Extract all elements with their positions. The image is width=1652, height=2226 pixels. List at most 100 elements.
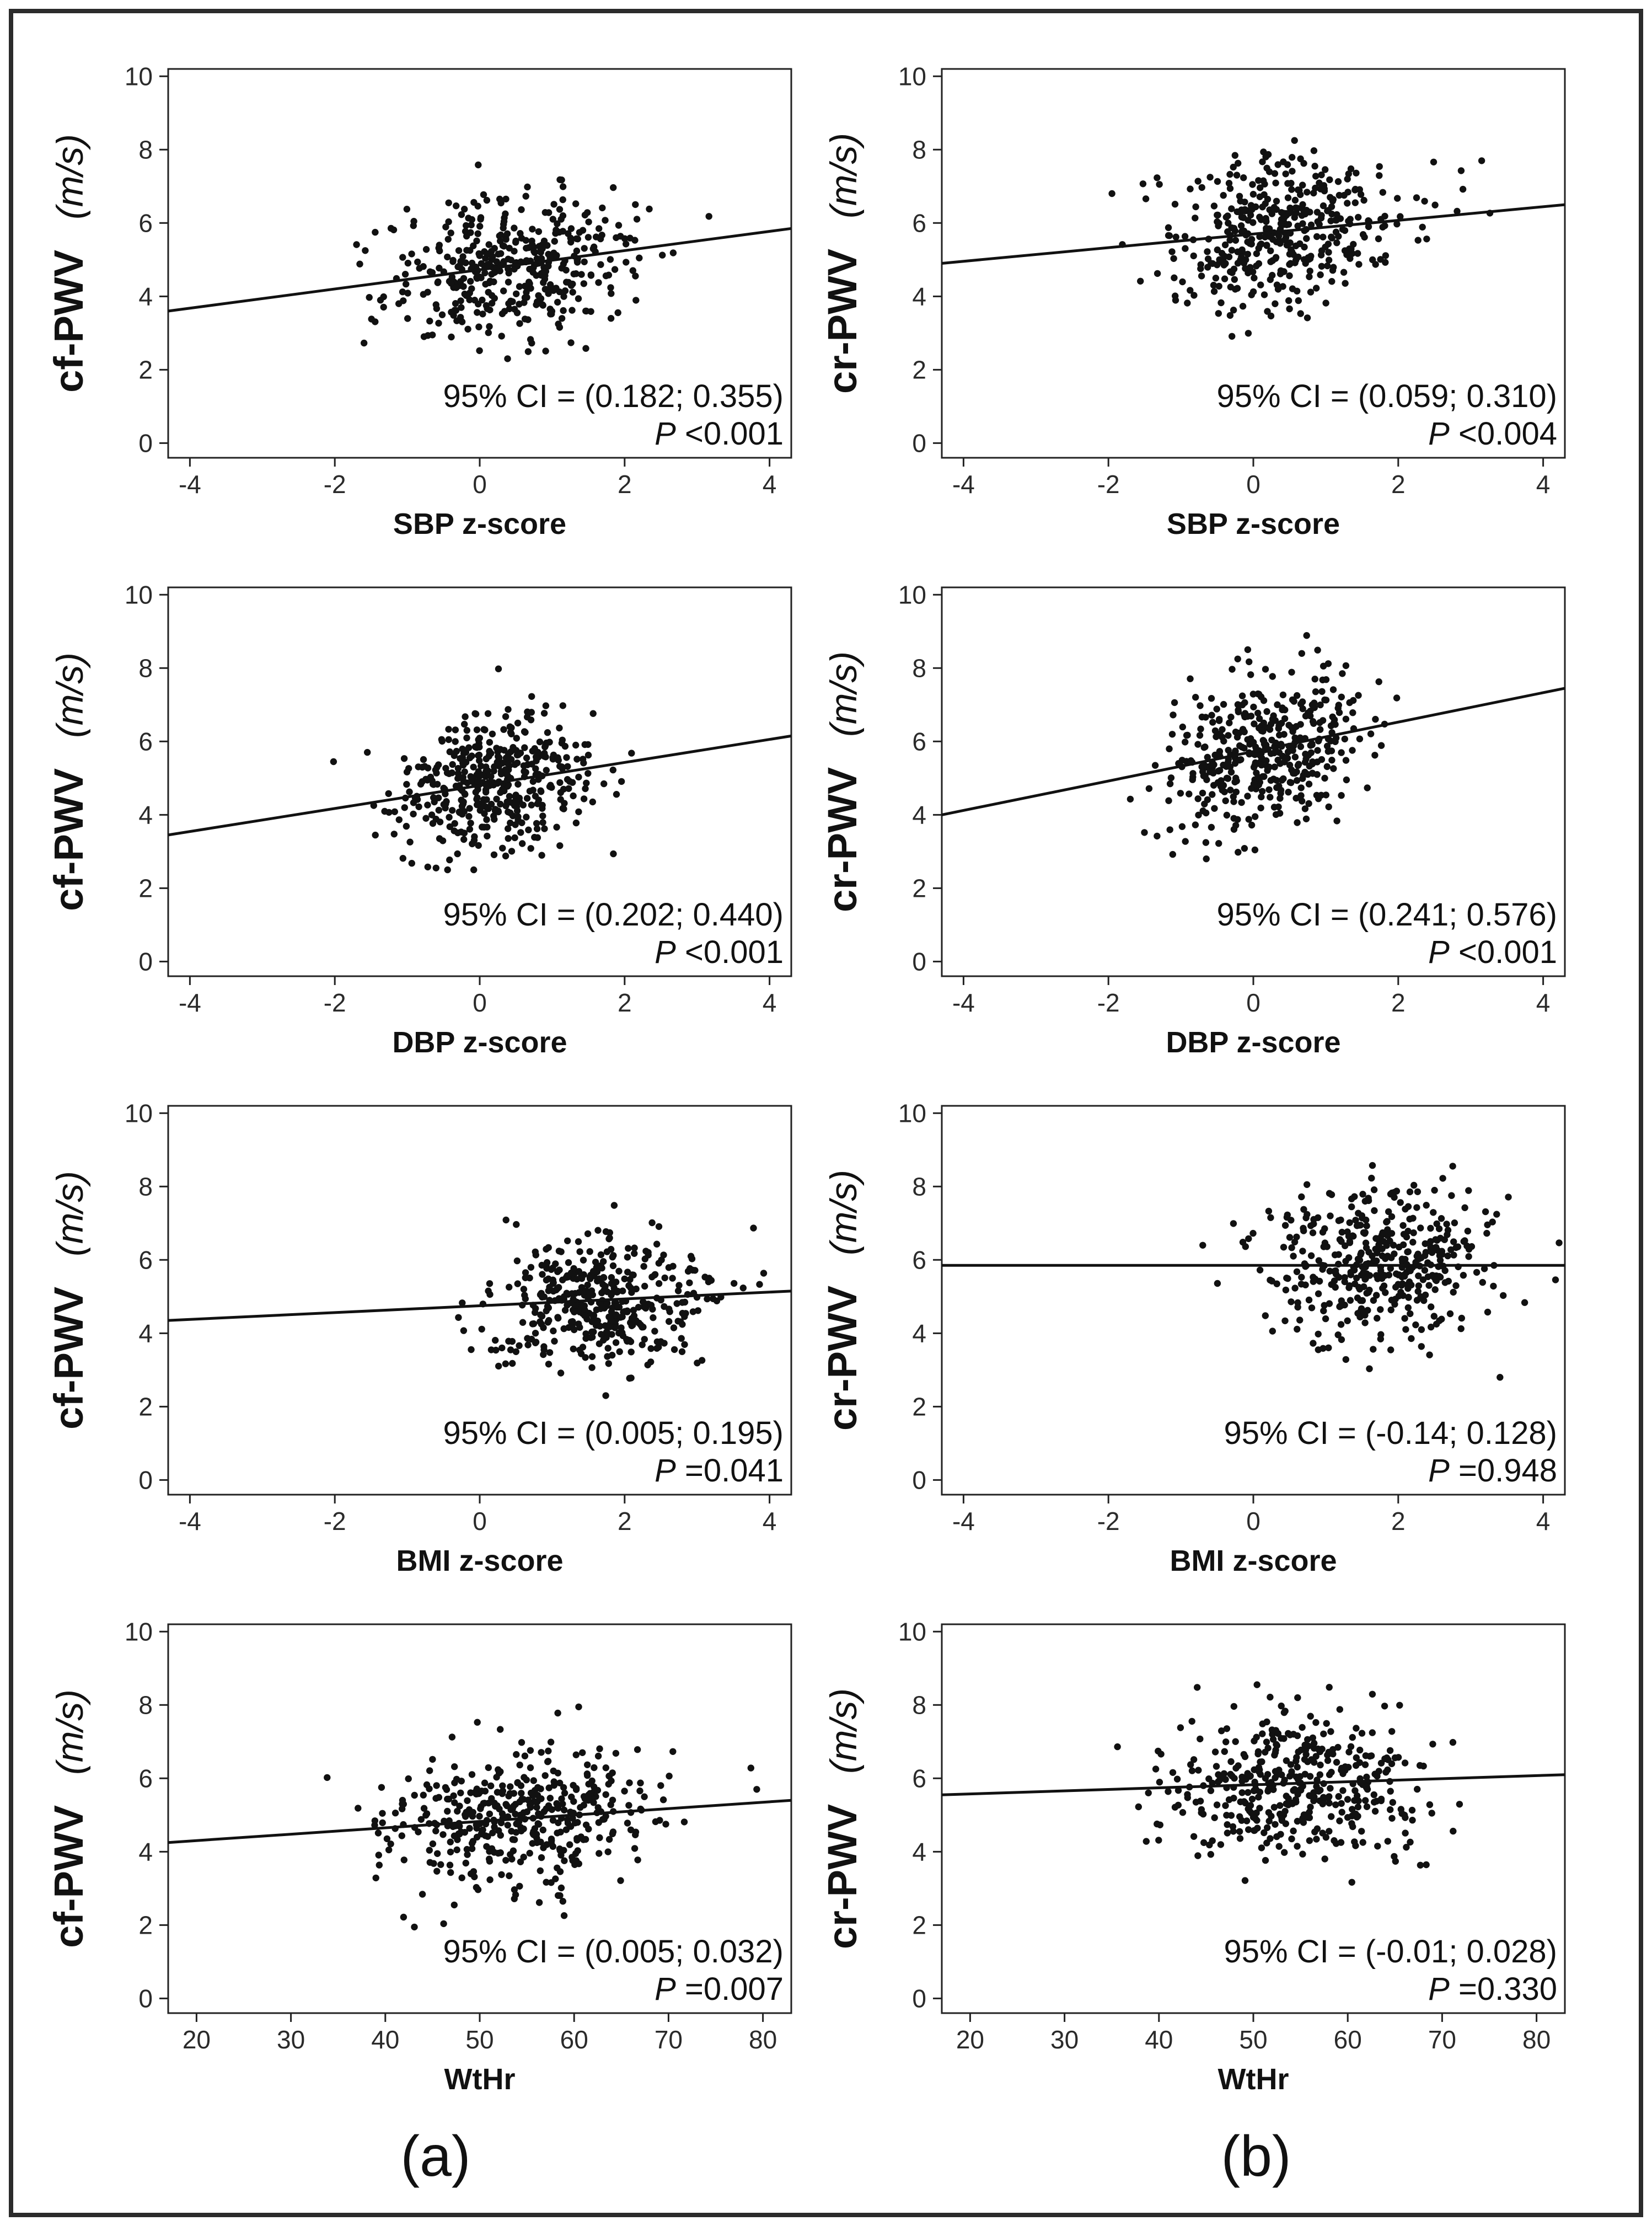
data-point xyxy=(1190,292,1198,299)
data-point xyxy=(1359,1191,1366,1198)
data-point xyxy=(475,800,482,807)
data-point xyxy=(627,1826,635,1833)
data-point xyxy=(1248,821,1256,829)
data-point xyxy=(1309,770,1316,777)
data-point xyxy=(539,1271,546,1278)
data-point xyxy=(1305,1296,1313,1304)
data-point xyxy=(1226,719,1233,726)
data-point xyxy=(1294,1817,1301,1825)
data-point xyxy=(627,1349,635,1356)
data-point xyxy=(585,218,592,226)
data-point xyxy=(1316,221,1323,228)
data-point xyxy=(575,808,582,816)
data-point xyxy=(497,231,505,239)
data-point xyxy=(494,759,501,766)
x-tick-label: -4 xyxy=(952,470,975,499)
data-point xyxy=(1369,1162,1376,1169)
data-point xyxy=(603,1329,611,1336)
data-point xyxy=(512,1348,519,1355)
data-point xyxy=(454,764,462,772)
data-point xyxy=(442,800,449,808)
data-point xyxy=(1483,1229,1490,1237)
data-point xyxy=(511,248,518,255)
data-point xyxy=(438,311,446,318)
data-point xyxy=(474,786,481,793)
data-point xyxy=(619,1332,627,1340)
data-point xyxy=(1281,1807,1289,1815)
data-point xyxy=(522,237,529,244)
data-point xyxy=(466,754,474,762)
data-point xyxy=(442,223,449,231)
data-point xyxy=(1235,849,1242,856)
x-axis-label: SBP z-score xyxy=(393,507,566,541)
data-point xyxy=(1192,215,1199,222)
y-axis-label: cr-PWV(m/s) xyxy=(819,651,865,912)
data-point xyxy=(1323,1720,1330,1727)
data-point xyxy=(1217,1841,1225,1848)
data-point xyxy=(1399,1222,1407,1229)
data-point xyxy=(1257,184,1264,191)
data-point xyxy=(528,1335,535,1343)
data-point xyxy=(1199,789,1206,797)
data-point xyxy=(1427,1244,1434,1252)
data-point xyxy=(521,744,528,751)
data-point xyxy=(1217,299,1225,307)
data-point xyxy=(1177,790,1184,797)
data-point xyxy=(381,807,388,815)
y-axis-label: cf-PWV(m/s) xyxy=(46,134,92,393)
data-point xyxy=(1319,676,1326,684)
data-point xyxy=(1450,1251,1457,1259)
data-point xyxy=(532,1248,539,1255)
data-point xyxy=(521,315,529,323)
data-point xyxy=(527,716,535,724)
p-value: =0.007 xyxy=(676,1971,784,2007)
data-point xyxy=(513,290,520,297)
data-point xyxy=(1500,1292,1507,1299)
data-point xyxy=(681,1341,688,1348)
y-tick-label: 4 xyxy=(138,1837,153,1866)
data-point xyxy=(1207,1851,1214,1858)
data-point xyxy=(1192,694,1199,701)
data-point xyxy=(1416,1762,1424,1769)
data-point xyxy=(503,230,511,237)
data-point xyxy=(1347,1297,1354,1304)
data-point xyxy=(474,309,481,316)
data-point xyxy=(1284,1211,1291,1218)
data-point xyxy=(1380,1238,1387,1245)
data-point xyxy=(1244,793,1251,800)
data-point xyxy=(439,837,447,844)
data-point xyxy=(447,1869,454,1876)
data-point xyxy=(1263,224,1270,232)
data-point xyxy=(615,1267,623,1275)
data-point xyxy=(1256,1805,1263,1812)
data-point xyxy=(410,810,417,818)
data-point xyxy=(547,311,554,318)
data-point xyxy=(497,746,504,753)
data-point xyxy=(374,1829,382,1837)
data-point xyxy=(1336,1236,1344,1243)
x-tick-label: 4 xyxy=(1536,470,1551,499)
data-point xyxy=(580,1256,587,1264)
data-point xyxy=(1428,1810,1435,1817)
data-point xyxy=(1240,174,1247,181)
data-point xyxy=(485,1764,492,1772)
data-point xyxy=(559,212,567,220)
scatter-points xyxy=(455,1202,768,1399)
data-point xyxy=(1388,1297,1395,1304)
data-point xyxy=(1357,1251,1364,1258)
data-point xyxy=(446,823,453,831)
data-point xyxy=(475,323,482,330)
data-point xyxy=(582,1354,589,1361)
data-point xyxy=(571,1308,578,1315)
data-point xyxy=(614,1303,621,1310)
data-point xyxy=(1404,1248,1412,1255)
data-point xyxy=(449,761,456,768)
data-point xyxy=(505,835,512,842)
data-point xyxy=(529,1840,536,1847)
data-point xyxy=(1230,793,1237,800)
data-point xyxy=(1478,157,1485,164)
data-point xyxy=(1207,1787,1215,1794)
data-point xyxy=(1262,215,1269,222)
data-point xyxy=(1312,173,1320,180)
